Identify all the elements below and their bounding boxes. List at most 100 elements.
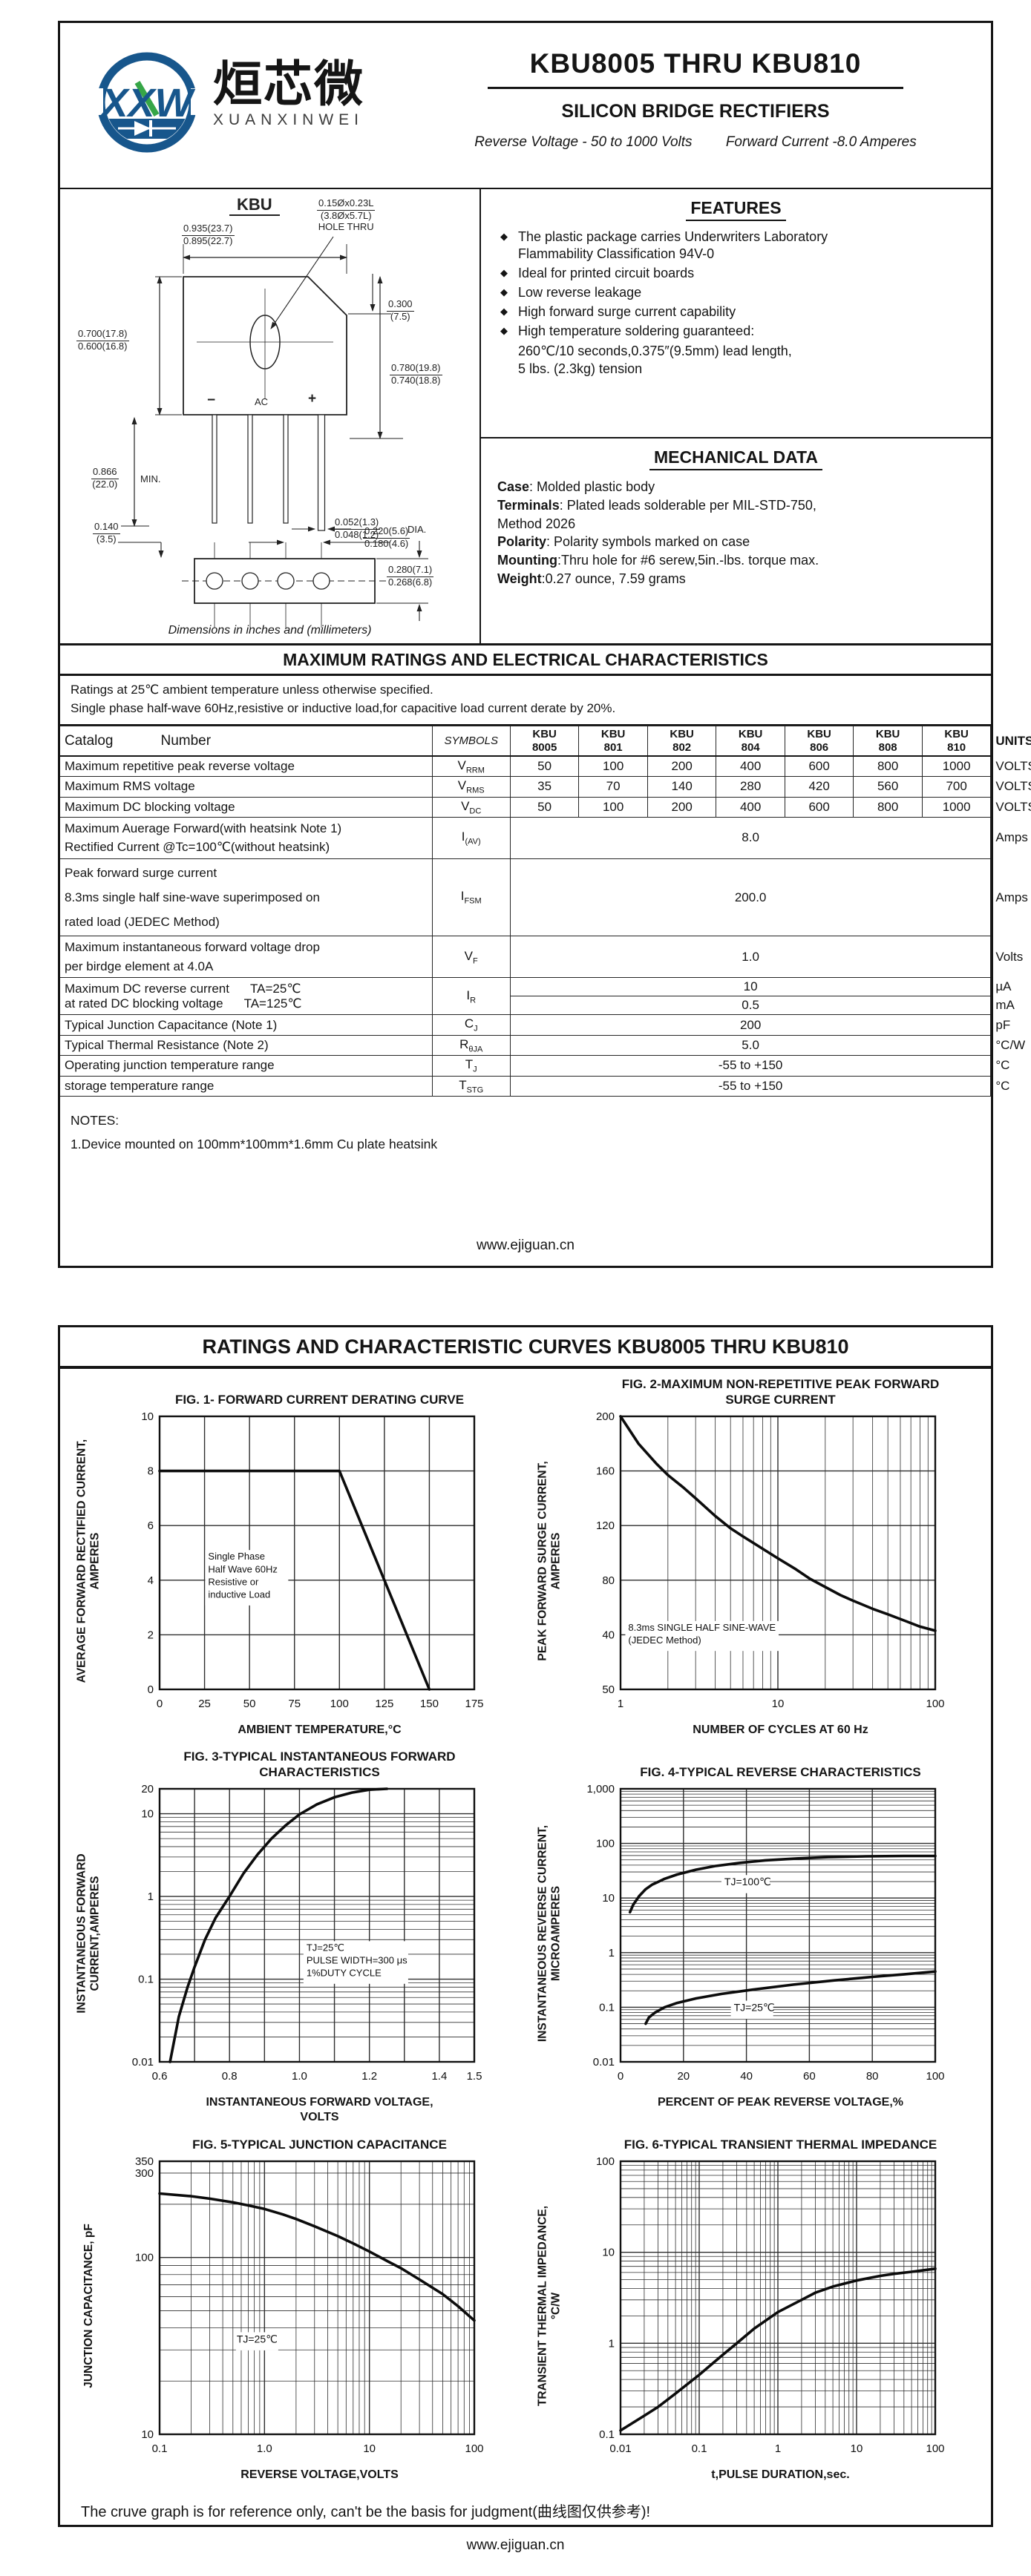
figure-5: JUNCTION CAPACITANCE, pF FIG. 5-TYPICAL J… [65,2120,526,2492]
svg-text:100: 100 [135,2252,154,2264]
svg-text:10: 10 [141,1808,154,1821]
value-cell: 600 [784,755,854,778]
svg-text:PULSE WIDTH=300 μs: PULSE WIDTH=300 μs [307,1955,408,1966]
catalog-number-header: Catalog Number [60,726,433,757]
svg-text:25: 25 [198,1698,211,1710]
value-cell: 5.0 [509,1034,992,1057]
package-outline-drawing: KBU 0.935(23.7) 0.895(22.7) 0.15Øx0.23L (3.8… [72,194,468,640]
svg-text:Single Phase: Single Phase [208,1551,265,1562]
symbol-cell: TSTG [431,1075,511,1097]
svg-text:40: 40 [602,1629,615,1641]
feature-text: High temperature soldering guaranteed: [518,323,755,339]
dimension-label: 0.300 (7.5) [387,298,414,322]
ratings-conditions: Ratings at 25℃ ambient temperature unles… [60,676,991,726]
svg-text:10: 10 [602,2247,615,2259]
company-name-en: XUANXINWEI [213,111,364,129]
svg-text:0.1: 0.1 [152,2442,168,2455]
symbol-cell: IFSM [431,858,511,937]
svg-text:0.1: 0.1 [599,2428,615,2441]
svg-text:300: 300 [135,2167,154,2180]
device-column-header: KBU 8005 [509,726,580,757]
parameter-label: Maximum repetitive peak reverse voltage [60,755,433,778]
svg-text:350: 350 [135,2155,154,2168]
symbols-header: SYMBOLS [431,726,511,757]
figure-3-y-axis-label: INSTANTANEOUS FORWARD CURRENT,AMPERES [75,1853,102,2014]
company-name-cn: 烜芯微 [213,56,364,111]
header: XXW 烜芯微 XUANXINWEI KBU8005 THRU KBU810 S… [60,23,991,189]
dimension-label: 0.052(1.3) 0.048(1.2) [333,516,381,540]
figure-6-y-axis-label: TRANSIENT THERMAL IMPEDANCE, °C/W [536,2205,563,2407]
svg-text:20: 20 [677,2070,690,2083]
mechanical-line: Terminals: Plated leads solderable per M… [497,497,816,531]
symbol-cell: VDC [431,796,511,818]
svg-text:1: 1 [148,1890,154,1903]
svg-text:0.6: 0.6 [152,2070,168,2083]
svg-text:0.01: 0.01 [609,2442,631,2455]
figure-1-title: FIG. 1- FORWARD CURRENT DERATING CURVE [174,1392,465,1407]
dimension-label: DIA. [408,524,427,535]
svg-text:1.2: 1.2 [361,2070,377,2083]
figure-6-title: FIG. 6-TYPICAL TRANSIENT THERMAL IMPEDAN… [623,2137,937,2152]
value-cell: 1000 [921,796,992,818]
mechanical-line: Case: Molded plastic body [497,479,655,494]
parameter-label: storage temperature range [60,1075,433,1097]
svg-text:1.5: 1.5 [467,2070,482,2083]
symbol-cell: TJ [431,1055,511,1077]
svg-text:XXW: XXW [99,81,195,125]
svg-text:TJ=100℃: TJ=100℃ [724,1876,771,1887]
symbol-cell: IR [431,977,511,1016]
drawing-caption: Dimensions in inches and (millimeters) [168,624,372,637]
table-row: Maximum RMS voltage VRMS 35 70 140 280 420 560 7… [60,776,1031,798]
svg-text:1.0: 1.0 [257,2442,272,2455]
figure-4-x-axis-label: PERCENT OF PEAK REVERSE VOLTAGE,% [657,2096,903,2109]
dimension-label: 0.220(5.6) 0.180(4.6) [363,525,410,549]
mechanical-line: Weight:0.27 ounce, 7.59 grams [497,571,686,587]
svg-text:80: 80 [866,2070,879,2083]
figure-1-y-axis-label: AVERAGE FORWARD RECTIFIED CURRENT, AMPERE… [75,1439,102,1683]
value-cell: 560 [853,776,923,798]
tagline-forward-current: Forward Current -8.0 Amperes [725,134,917,150]
svg-text:100: 100 [926,2070,944,2083]
tagline: Reverse Voltage - 50 to 1000 Volts Forwa… [409,134,982,151]
dimension-label: 0.280(7.1) 0.268(6.8) [387,564,434,588]
svg-text:Half Wave 60Hz: Half Wave 60Hz [208,1563,277,1574]
feature-text: High forward surge current capability [518,304,736,320]
dimension-label: − [207,392,216,408]
figure-1: AVERAGE FORWARD RECTIFIED CURRENT, AMPERE… [65,1375,526,1747]
diamond-bullet-icon: ◆ [500,306,508,318]
svg-text:8.3ms SINGLE HALF SINE-WAVE: 8.3ms SINGLE HALF SINE-WAVE [628,1622,776,1633]
svg-text:0: 0 [148,1683,154,1696]
dimension-label: 0.15Øx0.23L (3.8Øx5.7L) HOLE THRU [317,197,376,232]
feature-item: ◆ High temperature soldering guaranteed: [500,323,972,340]
figure-5-x-axis-label: REVERSE VOLTAGE,VOLTS [240,2468,399,2481]
dimension-label: 0.866 (22.0) [91,466,119,490]
parameter-label: Typical Junction Capacitance (Note 1) [60,1014,433,1036]
value-cell: 800 [853,796,923,818]
company-logo: XXW 烜芯微 XUANXINWEI [91,47,364,158]
feature-text: Ideal for printed circuit boards [518,266,695,281]
figure-3: INSTANTANEOUS FORWARD CURRENT,AMPERES FIG.… [65,1747,526,2123]
table-row: Maximum DC blocking voltage VDC 50 100 200 40… [60,796,1031,818]
device-column-header: KBU 808 [853,726,923,757]
note-line: 1.Device mounted on 100mm*100mm*1.6mm Cu… [71,1136,438,1151]
figure-3-x-axis-label: INSTANTANEOUS FORWARD VOLTAGE, VOLTS [206,2096,433,2123]
page-title: KBU8005 THRU KBU810 [529,48,862,79]
ratings-table: Catalog Number SYMBOLS KBU 8005 KBU 801 KBU 8… [60,726,1031,1097]
value-cell: 200 [647,755,717,778]
svg-text:1.0: 1.0 [292,2070,307,2083]
table-row: Maximum instantaneous forward voltage dr… [60,936,1023,979]
svg-text:50: 50 [243,1698,256,1710]
svg-text:50: 50 [602,1683,615,1696]
table-row: Typical Thermal Resistance (Note 2) RθJA 5… [60,1034,1025,1057]
svg-text:Resistive or: Resistive or [208,1577,259,1588]
feature-item: ◆ Ideal for printed circuit boards [500,265,972,282]
dimension-label: 0.780(19.8) 0.740(18.8) [390,362,442,386]
value-cell: 280 [716,776,785,798]
device-column-header: KBU 804 [716,726,785,757]
svg-text:1: 1 [609,2337,615,2350]
feature-subtext: 260℃/10 seconds,0.375″(9.5mm) lead lengt… [518,344,792,376]
features-heading: FEATURES [686,198,786,221]
logo-mark-icon: XXW [91,52,203,153]
svg-text:0: 0 [157,1698,163,1710]
svg-text:100: 100 [926,1698,944,1710]
